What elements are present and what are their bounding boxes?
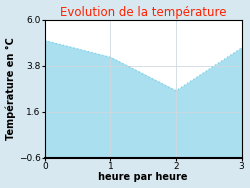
Title: Evolution de la température: Evolution de la température: [60, 6, 226, 19]
Y-axis label: Température en °C: Température en °C: [6, 37, 16, 140]
X-axis label: heure par heure: heure par heure: [98, 172, 188, 182]
